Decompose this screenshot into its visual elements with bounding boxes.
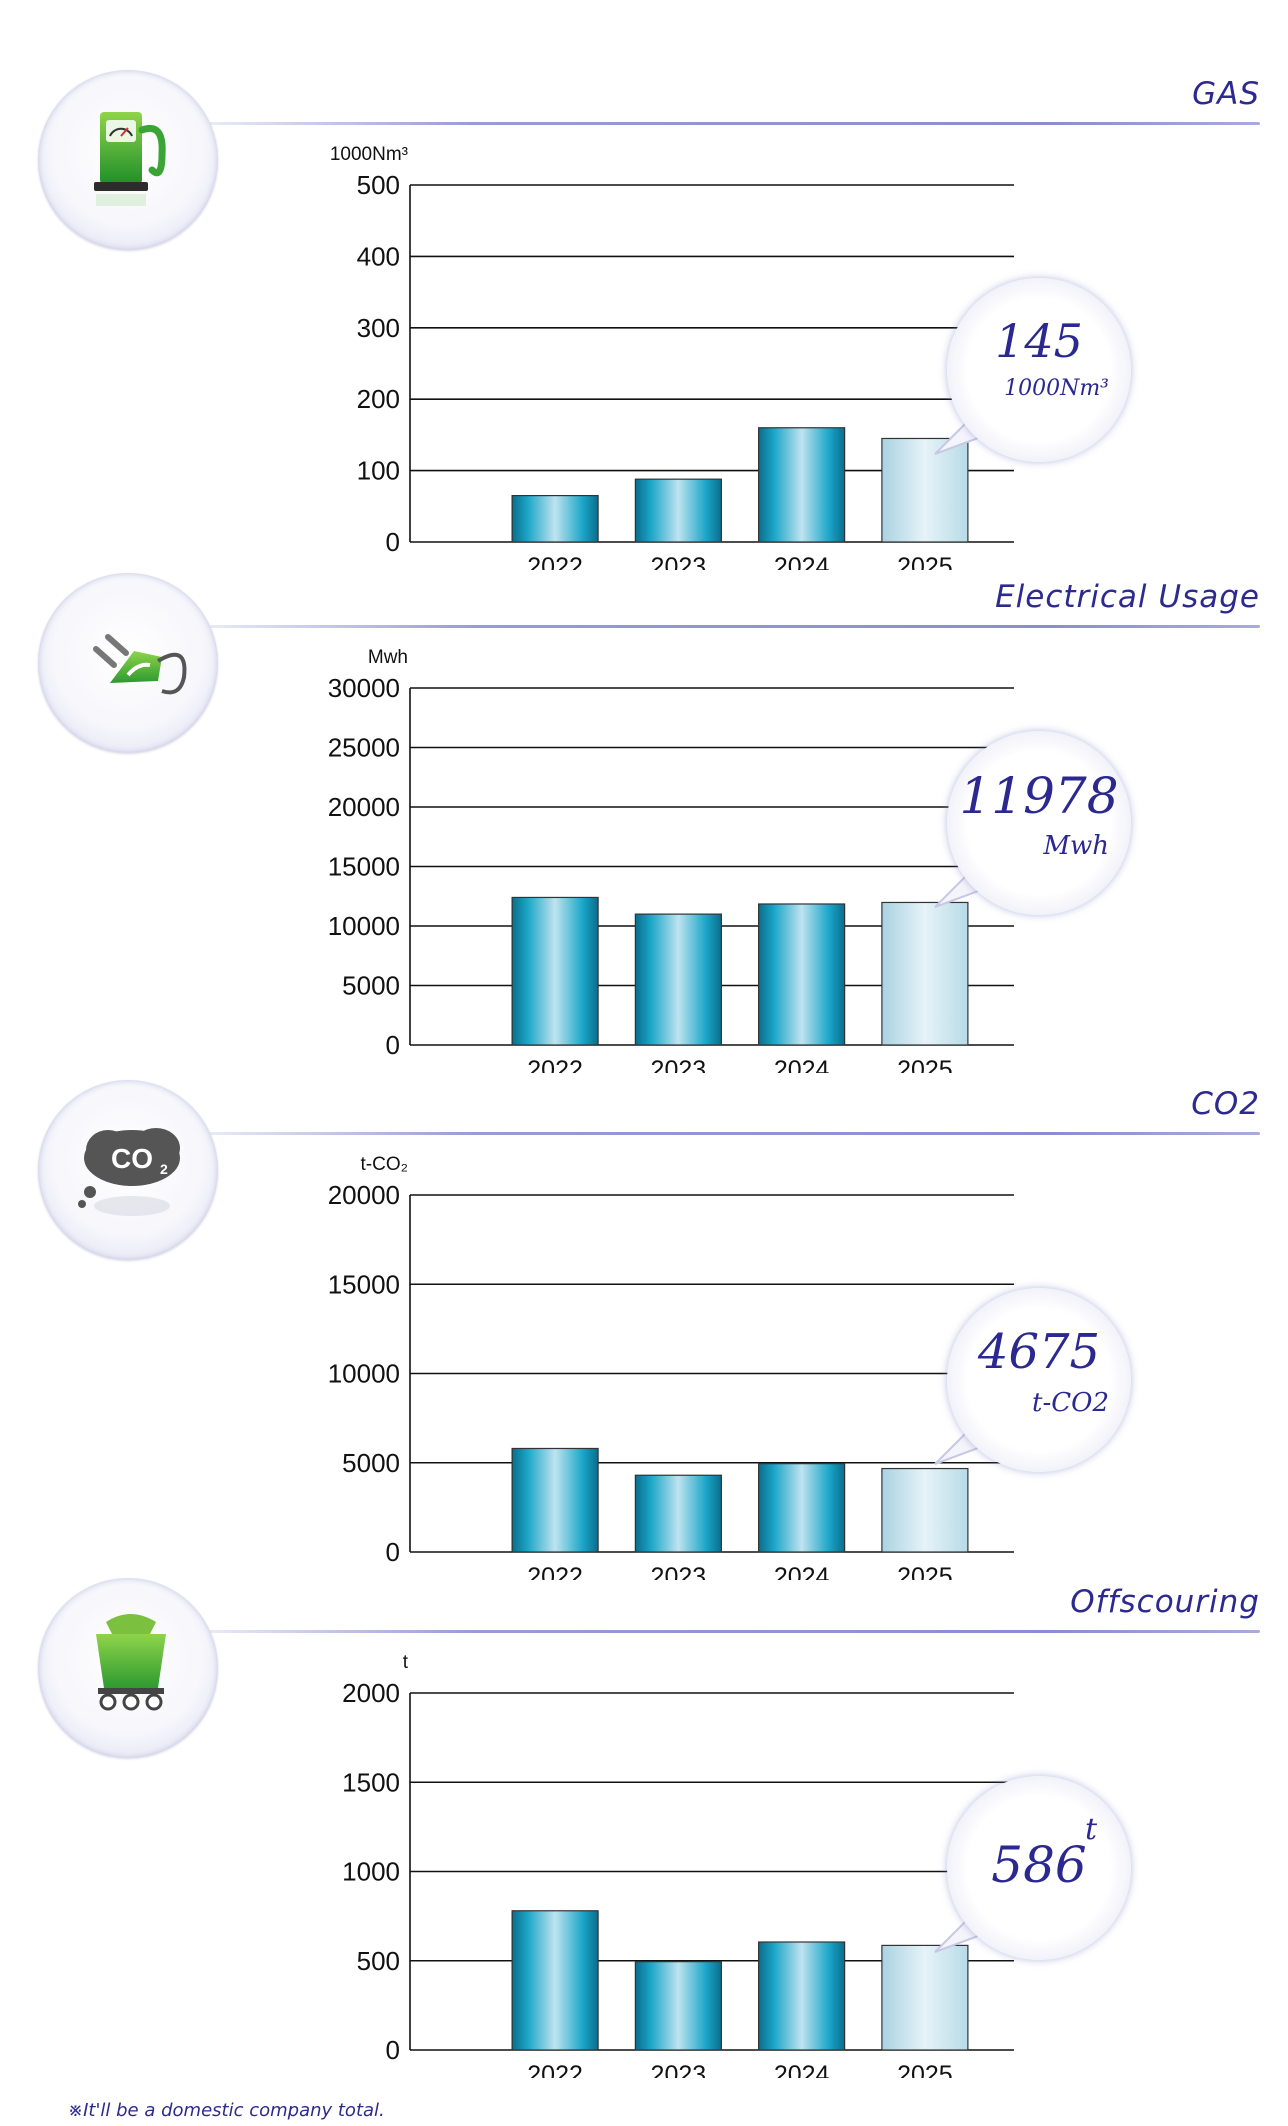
gas-header-line xyxy=(210,122,1260,125)
callout-value: 586 xyxy=(991,1836,1087,1894)
bar-2024 xyxy=(758,1463,846,1553)
co2-header-line xyxy=(210,1132,1260,1135)
y-tick-label: 15000 xyxy=(328,852,400,882)
y-tick-label: 500 xyxy=(357,1946,400,1976)
y-tick-label: 25000 xyxy=(328,733,400,763)
y-tick-label: 10000 xyxy=(328,1359,400,1389)
y-tick-label: 0 xyxy=(386,527,400,557)
x-tick-label: 2023 xyxy=(651,553,707,570)
x-tick-label: 2022 xyxy=(527,1563,583,1580)
y-axis-unit-label: 1000Nm³ xyxy=(330,144,408,165)
electric-section-title: Electrical Usage xyxy=(995,579,1260,615)
bar-2023 xyxy=(634,1961,722,2051)
y-tick-label: 500 xyxy=(357,170,400,200)
x-tick-label: 2025 xyxy=(897,1056,953,1073)
callout-value: 145 xyxy=(995,314,1083,368)
callout-unit: t-CO2 xyxy=(1032,1388,1109,1418)
callout-bubble: 586 t xyxy=(947,1776,1131,1960)
svg-text:CO: CO xyxy=(111,1143,153,1174)
callout-bubble: 145 1000Nm³ xyxy=(947,278,1131,462)
electrical-usage-section: Electrical Usage 0 5000 10000 15000 20000 250… xyxy=(0,573,1288,1073)
y-tick-label: 20000 xyxy=(328,1180,400,1210)
callout-unit: Mwh xyxy=(1043,831,1109,861)
co2-section: CO 2 CO2 0 5000 10000 15000 20000 t-CO₂ 2022 20… xyxy=(0,1080,1288,1580)
co2-section-title: CO2 xyxy=(1191,1086,1260,1122)
y-tick-label: 15000 xyxy=(328,1269,400,1299)
waste-cart-icon xyxy=(96,1614,166,1711)
x-tick-label: 2022 xyxy=(527,2061,583,2078)
y-tick-label: 1000 xyxy=(342,1857,400,1887)
x-tick-label: 2024 xyxy=(774,1056,830,1073)
y-tick-label: 2000 xyxy=(342,1678,400,1708)
footnote: ※It'll be a domestic company total. xyxy=(68,2100,385,2121)
bar-2023 xyxy=(634,478,722,543)
y-axis-unit-label: t xyxy=(403,1652,409,1673)
x-tick-label: 2022 xyxy=(527,553,583,570)
bar-2023 xyxy=(634,913,722,1046)
co2-icon-circle: CO 2 xyxy=(38,1080,218,1260)
offscouring-icon-circle xyxy=(38,1578,218,1758)
x-tick-label: 2022 xyxy=(527,1056,583,1073)
bar-2025 xyxy=(881,437,969,543)
bar-2023 xyxy=(634,1474,722,1553)
offscouring-section: Offscouring 0 500 1000 1500 2000 t 2022 2023 202… xyxy=(0,1578,1288,2078)
callout-unit: t xyxy=(1085,1812,1098,1847)
callout-unit: 1000Nm³ xyxy=(1004,376,1109,401)
offscouring-bar-chart: 0500100015002000t2022202320242025Forcast xyxy=(342,1652,1014,2078)
svg-text:2: 2 xyxy=(160,1161,168,1177)
x-tick-label: 2023 xyxy=(651,2061,707,2078)
y-tick-label: 100 xyxy=(357,456,400,486)
x-tick-label: 2023 xyxy=(651,1056,707,1073)
bar-2022 xyxy=(511,494,599,543)
gas-bar-chart: 01002003004005001000Nm³2022202320242025F… xyxy=(330,144,1014,570)
x-tick-label: 2025 xyxy=(897,1563,953,1580)
callout-value: 11978 xyxy=(959,767,1119,825)
y-axis-unit-label: t-CO₂ xyxy=(361,1154,408,1175)
bar-2024 xyxy=(758,1941,846,2051)
electric-icon-circle xyxy=(38,573,218,753)
y-tick-label: 1500 xyxy=(342,1767,400,1797)
y-tick-label: 5000 xyxy=(342,1448,400,1478)
y-tick-label: 10000 xyxy=(328,911,400,941)
gas-section-title: GAS xyxy=(1192,76,1260,112)
x-tick-label: 2024 xyxy=(774,2061,830,2078)
electric-plug-leaf-icon xyxy=(93,634,187,695)
y-tick-label: 200 xyxy=(357,384,400,414)
x-tick-label: 2023 xyxy=(651,1563,707,1580)
callout-bubble: 11978 Mwh xyxy=(947,731,1131,915)
y-tick-label: 0 xyxy=(386,1030,400,1060)
y-tick-label: 400 xyxy=(357,241,400,271)
x-tick-label: 2024 xyxy=(774,1563,830,1580)
y-axis-unit-label: Mwh xyxy=(368,647,408,668)
bar-2025 xyxy=(881,901,969,1046)
bar-2024 xyxy=(758,427,846,543)
y-tick-label: 5000 xyxy=(342,971,400,1001)
bar-2025 xyxy=(881,1944,969,2051)
x-tick-label: 2025 xyxy=(897,2061,953,2078)
offscouring-header-line xyxy=(210,1630,1260,1633)
callout-bubble: 4675 t-CO2 xyxy=(947,1288,1131,1472)
y-tick-label: 30000 xyxy=(328,673,400,703)
electric-bar-chart: 0 5000 10000 15000 20000 25000 30000 Mwh 2022 202… xyxy=(328,647,1014,1073)
y-tick-label: 300 xyxy=(357,313,400,343)
gas-icon-circle xyxy=(38,70,218,250)
electric-header-line xyxy=(210,625,1260,628)
co2-bar-chart: 0 5000 10000 15000 20000 t-CO₂ 2022 2023 2024 202… xyxy=(328,1154,1014,1580)
x-tick-label: 2025 xyxy=(897,553,953,570)
x-tick-label: 2024 xyxy=(774,553,830,570)
y-tick-label: 0 xyxy=(386,2035,400,2065)
bar-2022 xyxy=(511,1447,599,1553)
offscouring-section-title: Offscouring xyxy=(1070,1584,1260,1620)
bar-2022 xyxy=(511,896,599,1046)
co2-cloud-icon: CO 2 xyxy=(78,1128,180,1216)
y-tick-label: 20000 xyxy=(328,792,400,822)
bar-2025 xyxy=(881,1467,969,1553)
callout-value: 4675 xyxy=(977,1324,1101,1380)
bar-2022 xyxy=(511,1910,599,2051)
bar-2024 xyxy=(758,903,846,1046)
y-tick-label: 0 xyxy=(386,1537,400,1567)
gas-section: GAS 0 100 200 300 400 500 1000Nm³ 2022 2023 2024 2… xyxy=(0,70,1288,570)
gas-pump-icon xyxy=(94,112,166,206)
